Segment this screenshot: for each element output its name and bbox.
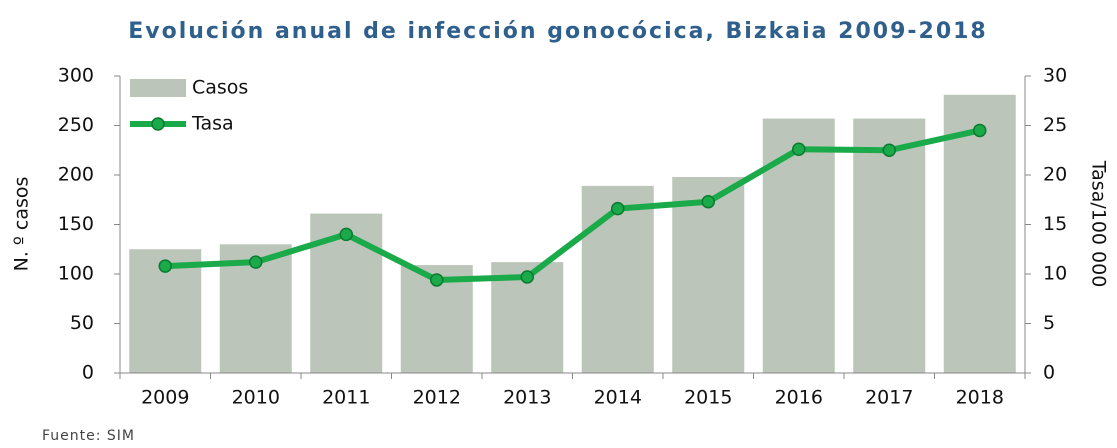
- x-tick-label: 2015: [684, 387, 732, 409]
- source-note: Fuente: SIM: [42, 428, 135, 444]
- y-tick-label: 150: [58, 213, 94, 235]
- chart-title: Evolución anual de infección gonocócica,…: [128, 19, 988, 44]
- bar: [762, 118, 835, 373]
- y2-tick-label: 0: [1043, 362, 1055, 384]
- bar: [581, 185, 654, 373]
- legend-label: Casos: [192, 77, 248, 99]
- y2-tick-label: 15: [1043, 213, 1067, 235]
- marker: [973, 123, 987, 138]
- y2-tick-label: 20: [1043, 164, 1067, 186]
- marker: [339, 227, 353, 242]
- marker: [520, 270, 534, 284]
- marker: [792, 142, 806, 157]
- y2-tick-label: 25: [1043, 114, 1067, 136]
- x-tick-label: 2016: [775, 387, 823, 409]
- y-tick-label: 0: [82, 362, 94, 384]
- y2-tick-label: 10: [1043, 263, 1067, 285]
- legend-label: Tasa: [191, 113, 234, 135]
- x-tick-label: 2012: [413, 387, 461, 409]
- x-tick-label: 2018: [956, 387, 1004, 409]
- marker: [701, 194, 715, 209]
- y2-tick-label: 30: [1043, 65, 1067, 87]
- line: [165, 127, 981, 283]
- y2-axis-label: Tasa/100 000: [1088, 160, 1110, 288]
- y2-tick-label: 5: [1043, 312, 1055, 334]
- x-tick-label: 2013: [503, 387, 551, 409]
- x-tick-label: 2011: [322, 387, 370, 409]
- marker: [611, 201, 625, 216]
- legend-swatch: [130, 79, 186, 97]
- marker: [430, 273, 444, 287]
- x-tick-label: 2009: [141, 387, 189, 409]
- x-tick-label: 2017: [865, 387, 913, 409]
- bar: [672, 176, 745, 373]
- y-axis-label: N. º casos: [11, 177, 33, 272]
- bar: [943, 94, 1016, 373]
- y-tick-label: 200: [58, 164, 94, 186]
- x-tick-label: 2014: [594, 387, 642, 409]
- x-tick-label: 2010: [232, 387, 280, 409]
- y-tick-label: 100: [58, 263, 94, 285]
- legend-marker: [151, 117, 165, 131]
- marker: [882, 143, 896, 157]
- y-tick-label: 250: [58, 114, 94, 136]
- marker: [158, 259, 172, 273]
- marker: [249, 255, 263, 269]
- bar: [853, 118, 926, 373]
- y-tick-label: 50: [70, 312, 94, 334]
- y-tick-label: 300: [58, 65, 94, 87]
